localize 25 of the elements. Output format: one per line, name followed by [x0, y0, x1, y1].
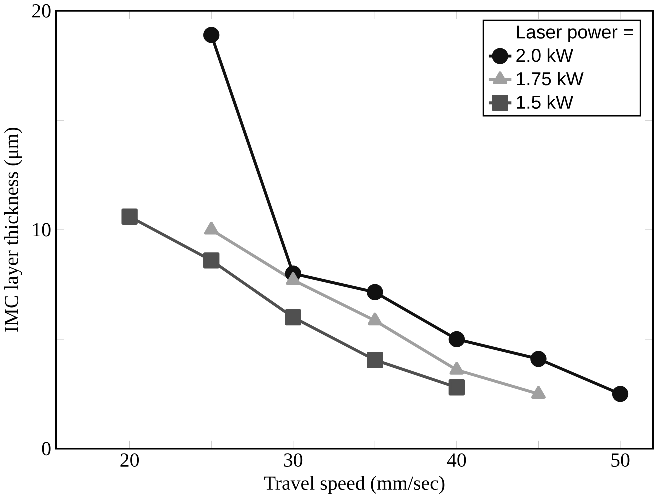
point — [532, 386, 546, 400]
point — [204, 252, 220, 269]
point — [530, 351, 547, 368]
point — [367, 352, 384, 369]
point — [285, 310, 302, 326]
legend-label: 1.75 kW — [517, 72, 584, 86]
y-axis-title: IMC layer thickness (μm) — [4, 128, 23, 332]
point — [612, 386, 629, 402]
point — [448, 332, 466, 348]
x-tick-label: 50 — [612, 454, 630, 468]
x-tick-label: 30 — [284, 454, 303, 468]
x-axis-title: Travel speed (mm/sec) — [264, 476, 445, 494]
legend-label: 2.0 kW — [516, 48, 574, 62]
legend-label: 1.5 kW — [517, 96, 574, 110]
y-tick-label: 20 — [32, 4, 51, 18]
y-tick-label: 0 — [42, 442, 51, 456]
legend-title: Laser power = — [517, 26, 634, 43]
x-tick-label: 40 — [447, 454, 466, 468]
point — [122, 208, 138, 226]
point — [448, 380, 466, 396]
y-tick-label: 10 — [33, 224, 51, 237]
point — [367, 284, 384, 301]
point — [204, 27, 220, 44]
point — [450, 362, 464, 376]
x-tick-label: 20 — [120, 454, 140, 468]
